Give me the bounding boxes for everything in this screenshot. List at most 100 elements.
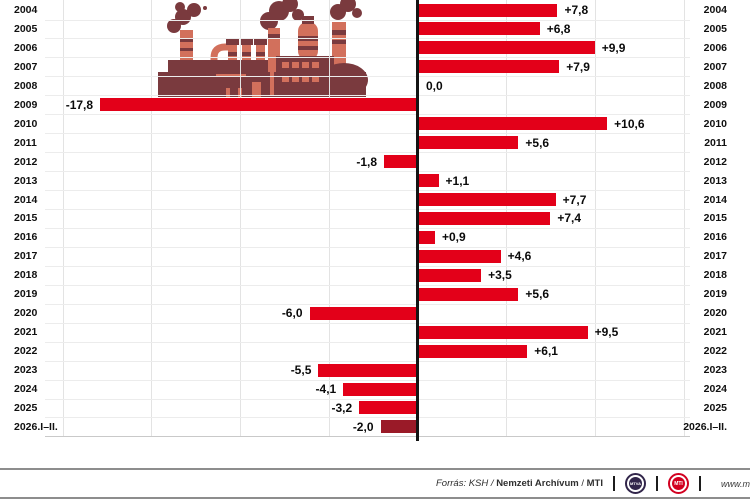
footer-bar: Forrás: KSH / Nemzeti Archívum / MTI MTV…: [0, 468, 750, 499]
year-label-left: 2025: [14, 401, 38, 414]
value-label: +7,7: [562, 192, 587, 207]
data-bar: [419, 193, 556, 206]
year-label-right: 2023: [703, 364, 727, 377]
data-bar: [419, 230, 435, 244]
gridline-horizontal: [45, 398, 690, 400]
gridline-horizontal: [45, 436, 690, 438]
year-label-left: 2007: [14, 60, 38, 73]
value-label: +10,6: [614, 116, 645, 131]
mti-logo-text: MTI: [672, 477, 685, 490]
value-label: +5,6: [525, 287, 550, 302]
data-bar: [318, 363, 416, 377]
gridline-horizontal: [45, 38, 690, 40]
year-label-right: 2004: [703, 4, 727, 16]
value-label: +7,9: [566, 59, 590, 74]
gridline-horizontal: [45, 133, 690, 135]
data-bar: [419, 174, 439, 188]
value-label: -2,0: [352, 419, 374, 434]
year-label-left: 2009: [14, 98, 38, 111]
value-label: -3,2: [331, 400, 353, 415]
source-prefix: Forrás: KSH /: [436, 478, 494, 489]
data-bar: [419, 344, 528, 358]
source-credit: Forrás: KSH / Nemzeti Archívum / MTI: [436, 478, 603, 489]
data-bar: [100, 98, 416, 112]
value-label: +9,9: [601, 40, 626, 55]
year-label-left: 2008: [14, 79, 38, 92]
year-label-left: 2016: [14, 231, 38, 244]
gridline-horizontal: [45, 322, 690, 324]
year-label-left: 2010: [14, 117, 38, 130]
gridline-vertical: [151, 0, 153, 437]
data-bar: [419, 268, 482, 282]
source-mti: MTI: [586, 478, 603, 489]
gridline-horizontal: [45, 171, 690, 173]
data-bar: [343, 382, 416, 396]
year-label-left: 2023: [14, 364, 38, 377]
year-label-right: 2006: [703, 41, 727, 54]
data-bar: [419, 60, 560, 74]
year-label-right: 2025: [703, 401, 727, 414]
year-label-right: 2020: [703, 307, 727, 320]
value-label: +0,9: [441, 230, 466, 245]
value-label: -17,8: [65, 97, 94, 112]
value-label: 0,0: [426, 78, 443, 93]
gridline-horizontal: [45, 246, 690, 248]
year-label-right: 2022: [703, 345, 727, 358]
gridline-horizontal: [45, 379, 690, 381]
year-label-left: 2015: [14, 212, 38, 225]
year-label-left: 2017: [14, 250, 38, 263]
data-bar: [419, 136, 519, 150]
year-label-left: 2020: [14, 307, 38, 320]
gridline-horizontal: [45, 341, 690, 343]
year-label-right: 2012: [703, 155, 727, 168]
value-label: +6,8: [546, 21, 571, 36]
year-label-left: 2012: [14, 155, 38, 168]
data-bar: [419, 287, 519, 301]
value-label: +7,4: [557, 211, 582, 226]
year-label-left: 2014: [14, 193, 38, 206]
gridline-horizontal: [45, 417, 690, 419]
gridline-horizontal: [45, 152, 690, 154]
value-label: +3,5: [488, 268, 512, 283]
year-label-right: 2018: [703, 269, 727, 282]
year-label-left: 2004: [14, 4, 38, 16]
value-label: -5,5: [290, 363, 312, 378]
data-bar: [419, 211, 551, 225]
year-label-right: 2026.I–II.: [683, 420, 727, 433]
year-label-right: 2010: [703, 117, 727, 130]
gridline-horizontal: [45, 57, 690, 59]
value-label: +6,1: [534, 344, 558, 359]
year-label-right: 2011: [704, 136, 727, 149]
source-archive: Nemzeti Archívum: [496, 478, 579, 489]
gridline-horizontal: [45, 76, 690, 78]
value-label: -4,1: [315, 382, 337, 396]
year-label-right: 2015: [703, 212, 727, 225]
footer-divider: [656, 476, 658, 491]
year-label-left: 2011: [14, 136, 37, 149]
factory-illustration: [158, 0, 368, 97]
value-label: +5,6: [525, 135, 550, 150]
value-label: +1,1: [445, 173, 470, 188]
gridline-horizontal: [45, 190, 690, 191]
year-label-right: 2008: [703, 79, 727, 92]
gridline-horizontal: [45, 284, 690, 286]
year-label-left: 2019: [14, 288, 38, 301]
gridline-vertical: [595, 0, 596, 437]
gridline-horizontal: [45, 303, 690, 305]
gridline-horizontal: [45, 209, 690, 210]
gridline-vertical: [683, 0, 685, 437]
gridline-horizontal: [45, 360, 690, 362]
chart: 2004 2004 +7,8 2005 2005 +6,8 2006 2006 +9,9 2007…: [14, 0, 727, 441]
data-bar: [380, 420, 416, 434]
year-label-left: 2018: [14, 269, 38, 282]
source-slash: /: [581, 478, 584, 489]
year-label-right: 2014: [703, 193, 727, 206]
data-bar: [309, 306, 416, 320]
gridline-vertical: [240, 0, 241, 437]
value-label: -6,0: [281, 306, 303, 321]
gridline-horizontal: [45, 114, 690, 116]
year-label-left: 2024: [14, 383, 38, 395]
footer-divider: [613, 476, 615, 491]
mtva-logo-text: MTVA: [629, 477, 642, 490]
data-bar: [419, 41, 595, 55]
